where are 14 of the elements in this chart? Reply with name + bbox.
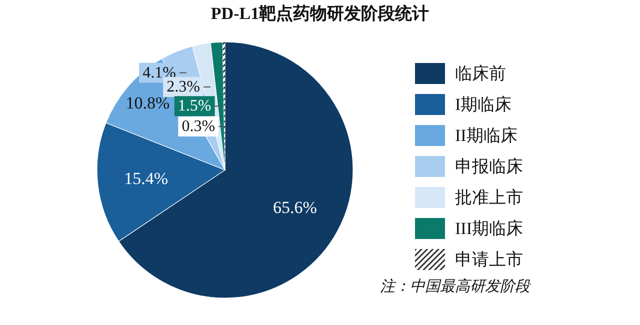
legend-label: 申报临床 (455, 156, 523, 178)
text: 注：中国最高研发阶段 (380, 277, 530, 296)
data-label: 1.5% (178, 98, 212, 115)
data-label: 15.4% (124, 168, 168, 188)
legend-label: I期临床 (455, 94, 512, 116)
legend-label: II期临床 (455, 125, 518, 147)
legend-label: 申请上市 (455, 249, 523, 271)
data-label: 10.8% (126, 93, 170, 112)
legend-label: 批准上市 (455, 187, 523, 209)
data-label: 0.3% (182, 118, 216, 135)
legend-label: III期临床 (455, 218, 523, 240)
data-label: 65.6% (273, 198, 317, 217)
chart-title: PD-L1靶点药物研发阶段统计 (210, 3, 430, 25)
legend-label: 临床前 (455, 63, 506, 85)
